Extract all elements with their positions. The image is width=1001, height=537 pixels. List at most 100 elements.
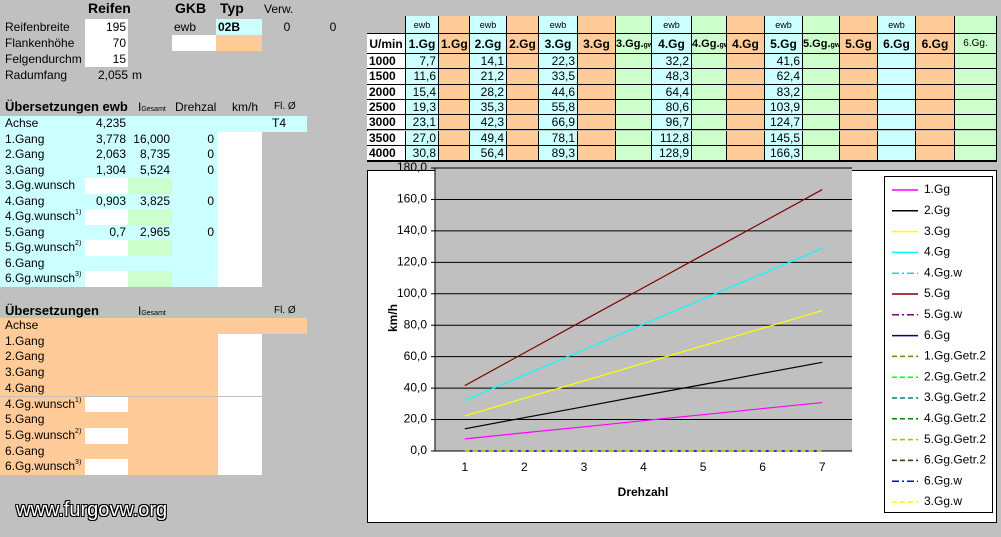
row-label: 1.Gang — [5, 333, 45, 348]
table-cell — [840, 54, 878, 70]
column-header: IGesamt — [138, 100, 166, 114]
table-cell: 89,3 — [539, 145, 578, 162]
unit: m — [132, 68, 142, 82]
table-cell — [578, 145, 616, 162]
kmh-cell — [218, 427, 262, 444]
table-cell — [916, 130, 955, 146]
row-label: Achse — [5, 116, 39, 130]
table-cell — [878, 130, 916, 146]
kmh-cell — [218, 255, 262, 271]
table-cell — [916, 115, 955, 131]
table-cell — [616, 145, 652, 162]
rpm: 0 — [207, 224, 214, 239]
table-cell: 112,8 — [652, 130, 692, 146]
legend-label: 2.Gg.Getr.2 — [924, 369, 986, 383]
kmh-cell — [218, 131, 262, 147]
wish-total — [128, 209, 172, 225]
table-cell — [616, 115, 652, 131]
table-cell — [955, 130, 997, 146]
column-header: Fl. Ø — [274, 305, 296, 316]
row-label: 6.Gg.wunsch3) — [5, 459, 82, 474]
table-cell: 166,3 — [765, 145, 803, 162]
row-band — [0, 224, 218, 240]
kmh-cell — [218, 162, 262, 178]
table-cell — [840, 84, 878, 100]
legend-label: 1.Gg — [924, 182, 950, 196]
table-cell — [692, 16, 727, 34]
legend-label: 4.Gg.Getr.2 — [924, 411, 986, 425]
y-tick-label: 20,0 — [404, 412, 428, 426]
column-header: 5.Gg — [765, 34, 803, 54]
table-cell — [840, 115, 878, 131]
y-tick-label: 60,0 — [404, 349, 428, 363]
column-header: 4.Gg.gw — [692, 34, 727, 54]
row-band — [0, 380, 218, 397]
section-title: Übersetzungen ewb — [5, 99, 128, 114]
superscript: 1) — [75, 209, 82, 216]
x-tick-label: 3 — [581, 460, 588, 474]
table-cell — [692, 145, 727, 162]
table-cell: 1000 — [367, 54, 406, 70]
legend-label: 1.Gg.Getr.2 — [924, 349, 986, 363]
input-cell: 15 — [85, 51, 128, 67]
row-band — [0, 443, 218, 460]
series-line — [464, 401, 823, 440]
table-cell — [692, 69, 727, 85]
table-cell — [803, 130, 840, 146]
kmh-cell — [218, 349, 262, 366]
rpm: 0 — [207, 147, 214, 161]
series-line — [464, 310, 823, 417]
table-cell: 3000 — [367, 115, 406, 131]
table-cell — [803, 69, 840, 85]
column-header: 4.Gg — [727, 34, 765, 54]
kmh-cell — [218, 365, 262, 381]
kmh-cell — [218, 459, 262, 475]
table-cell — [840, 69, 878, 85]
section-title: GKB — [175, 0, 207, 16]
rpm: 0 — [207, 162, 214, 177]
table-cell — [439, 99, 470, 116]
ratio: 0,903 — [95, 193, 126, 208]
table-cell — [840, 145, 878, 162]
wish-cell — [85, 240, 128, 256]
table-cell: 103,9 — [765, 99, 803, 116]
legend-label: 4.Gg.w — [924, 265, 962, 279]
legend-label: 4.Gg — [924, 245, 950, 259]
table-cell — [507, 69, 539, 85]
table-cell — [878, 145, 916, 162]
table-cell: 128,9 — [652, 145, 692, 162]
table-cell: 124,7 — [765, 115, 803, 131]
total-ratio: 3,825 — [139, 193, 170, 208]
ratio: 4,235 — [95, 116, 126, 130]
table-cell — [803, 115, 840, 131]
row-label: 3.Gang — [5, 365, 45, 380]
table-cell: 62,4 — [765, 69, 803, 85]
table-cell — [955, 16, 997, 34]
table-cell — [692, 130, 727, 146]
rpm: 0 — [207, 193, 214, 208]
row-label: 5.Gang — [5, 224, 45, 239]
table-cell: 28,2 — [470, 84, 507, 100]
total-ratio: 16,000 — [133, 131, 170, 146]
table-cell — [439, 69, 470, 85]
table-cell: ewb — [878, 16, 916, 34]
table-cell — [803, 99, 840, 116]
table-cell: 27,0 — [406, 130, 439, 146]
input-label: Flankenhöhe — [5, 36, 75, 50]
table-cell — [692, 99, 727, 116]
kmh-cell — [218, 396, 262, 413]
row-label: 5.Gg.wunsch2) — [5, 240, 82, 254]
table-cell — [878, 84, 916, 100]
wish-cell — [85, 396, 128, 413]
table-cell — [578, 16, 616, 34]
row-label: 6.Gang — [5, 255, 45, 270]
row-band — [0, 365, 218, 381]
verw-value: 0 — [283, 20, 291, 34]
table-cell — [803, 84, 840, 100]
x-tick-label: 6 — [759, 460, 766, 474]
kmh-cell — [218, 193, 262, 209]
verw-value: 0 — [329, 20, 337, 34]
input-label: Felgendurchm — [5, 52, 82, 66]
table-cell: 2500 — [367, 99, 406, 116]
